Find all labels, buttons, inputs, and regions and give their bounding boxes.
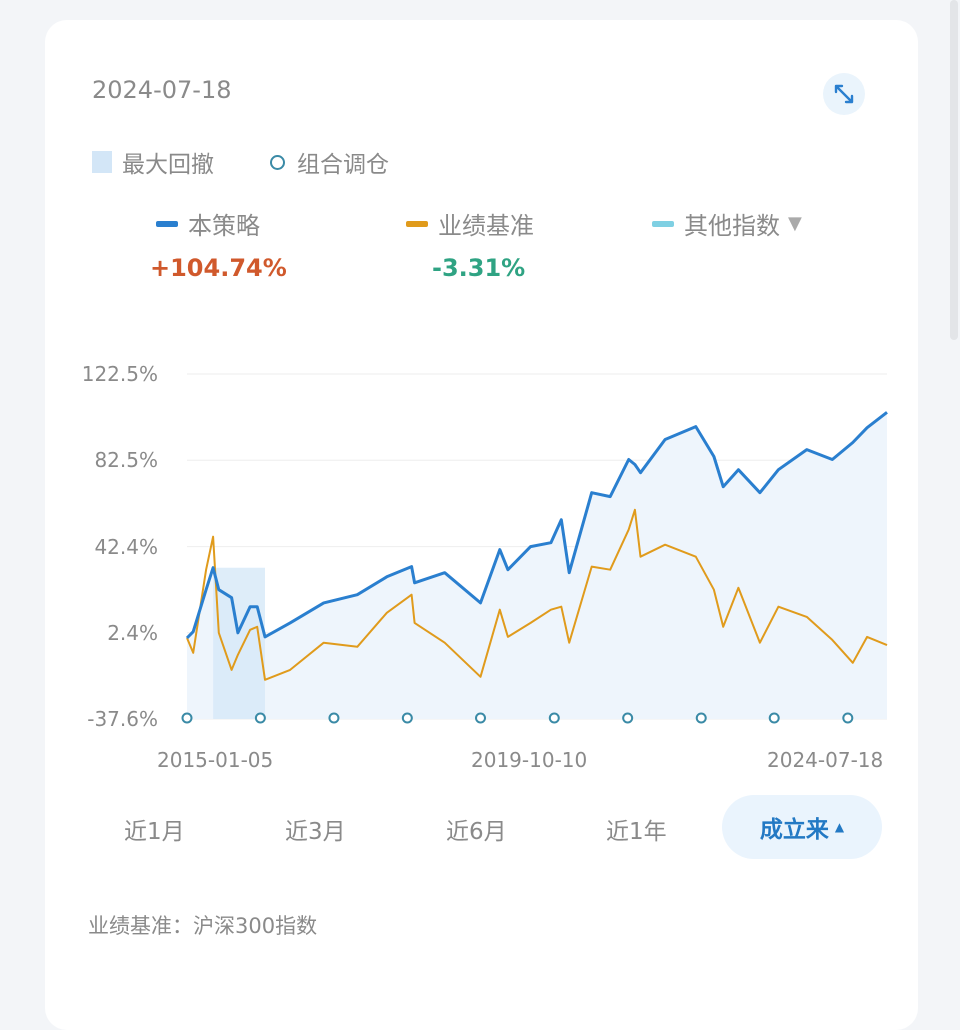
rebalance-marker <box>622 712 634 724</box>
y-tick: -37.6% <box>87 707 158 731</box>
expand-arrows-icon <box>834 84 854 104</box>
rebalance-marker <box>328 712 340 724</box>
legend-max-drawdown: 最大回撤 <box>92 145 214 179</box>
line-swatch-icon <box>406 220 428 227</box>
tab-1-year[interactable]: 近1年 <box>606 819 667 845</box>
line-swatch-icon <box>156 220 178 227</box>
strategy-area <box>187 412 887 719</box>
rebalance-marker <box>181 712 193 724</box>
series-line-strategy <box>185 411 888 640</box>
y-tick: 122.5% <box>81 362 158 386</box>
circle-marker-icon <box>270 154 285 170</box>
line-swatch-icon <box>652 220 674 227</box>
rebalance-marker <box>842 712 854 724</box>
rebalance-label: 组合调仓 <box>297 152 389 178</box>
rebalance-marker <box>401 712 413 724</box>
drawdown-label: 最大回撤 <box>122 152 214 178</box>
benchmark-return: -3.31% <box>432 254 526 282</box>
triangle-up-icon: ▲ <box>834 820 845 834</box>
rebalance-marker <box>695 712 707 724</box>
rebalance-marker <box>475 712 487 724</box>
tab-since-inception[interactable]: 成立来 ▲ <box>722 795 882 859</box>
x-tick: 2019-10-10 <box>471 748 588 772</box>
current-date: 2024-07-18 <box>92 76 232 104</box>
rebalance-marker <box>254 712 266 724</box>
rebalance-marker <box>768 712 780 724</box>
drawdown-swatch-icon <box>92 151 112 173</box>
tab-1-month[interactable]: 近1月 <box>124 819 185 845</box>
triangle-down-icon: ▼ <box>788 213 802 234</box>
x-tick: 2015-01-05 <box>157 748 274 772</box>
strategy-return: +104.74% <box>150 254 287 282</box>
other-index-dropdown[interactable]: 其他指数 ▼ <box>652 206 802 241</box>
series-label: 本策略 <box>188 212 260 240</box>
y-tick: 42.4% <box>94 535 158 559</box>
series-label: 业绩基准 <box>438 212 534 240</box>
series-legend-strategy[interactable]: 本策略 <box>156 206 260 241</box>
scrollbar[interactable] <box>950 0 958 340</box>
tab-6-months[interactable]: 近6月 <box>446 819 507 845</box>
y-tick: 82.5% <box>94 448 158 472</box>
x-tick: 2024-07-18 <box>767 748 884 772</box>
series-label: 其他指数 <box>684 212 780 240</box>
tab-3-months[interactable]: 近3月 <box>285 819 346 845</box>
expand-button[interactable] <box>823 73 865 115</box>
legend-rebalance: 组合调仓 <box>270 145 389 179</box>
tab-label: 成立来 <box>759 817 829 843</box>
y-tick: 2.4% <box>107 621 158 645</box>
benchmark-note: 业绩基准：沪深300指数 <box>88 914 318 938</box>
series-line-benchmark <box>186 508 888 681</box>
series-legend-benchmark[interactable]: 业绩基准 <box>406 206 534 241</box>
rebalance-marker <box>548 712 560 724</box>
